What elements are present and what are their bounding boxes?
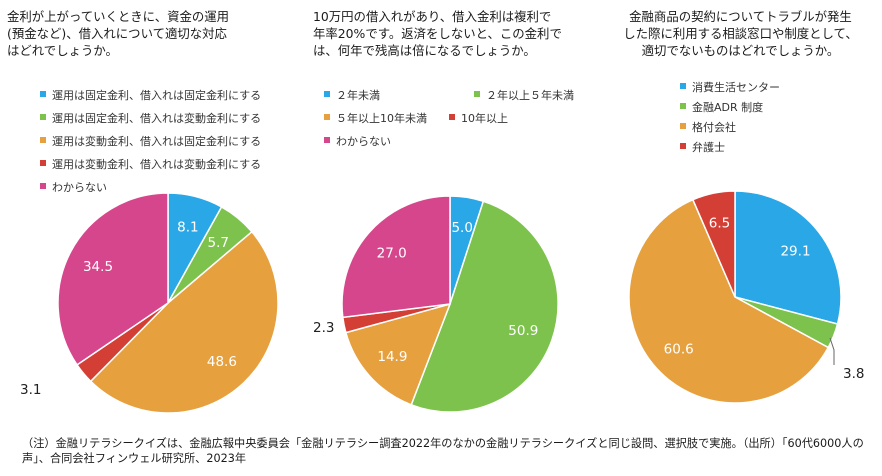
pie-slice xyxy=(344,302,452,406)
data-label: 5.7 xyxy=(208,235,229,251)
data-label: 14.9 xyxy=(377,349,407,365)
legend-swatch xyxy=(40,160,46,166)
legend-item: ２年未満 xyxy=(324,88,380,103)
legend-swatch xyxy=(680,103,686,109)
legend-item: 運用は固定金利、借入れは固定金利にする xyxy=(40,88,261,103)
pie-slice xyxy=(628,198,830,404)
legend-label: わからない xyxy=(336,135,391,148)
legend-swatch xyxy=(40,183,46,189)
pie-slice xyxy=(410,200,559,413)
legend-label: 消費生活センター xyxy=(692,81,780,94)
legend-item: 消費生活センター xyxy=(680,80,780,95)
pie-chart: 29.1 3.8 60.6 6.5 xyxy=(628,190,864,404)
legend-swatch xyxy=(324,114,330,120)
pie-chart: 8.1 5.7 48.6 3.1 34.5 xyxy=(20,192,279,414)
data-label: 27.0 xyxy=(377,246,407,262)
legend: 消費生活センター 金融ADR 制度 格付会社弁護士 xyxy=(680,80,870,154)
legend-swatch xyxy=(474,91,480,97)
legend-item: ５年以上10年未満 xyxy=(324,111,427,126)
chart-panel-rates: 金利が上がっていくときに、資金の運用 (預金など)、借入れについて適切な対応 は… xyxy=(0,0,300,430)
legend-swatch xyxy=(680,143,686,149)
legend-label: 金融ADR 制度 xyxy=(692,101,764,114)
legend-swatch xyxy=(324,137,330,143)
chart-title: 金融商品の契約についてトラブルが発生 した際に利用する相談窓口や制度として、 適… xyxy=(623,9,858,58)
legend-label: 運用は固定金利、借入れは固定金利にする xyxy=(52,89,262,102)
leader-line xyxy=(829,337,835,365)
pie-slice xyxy=(89,230,279,414)
legend-label: ５年以上10年未満 xyxy=(336,112,427,125)
legend-swatch xyxy=(40,137,46,143)
legend-swatch xyxy=(40,91,46,97)
legend-item: わからない xyxy=(324,134,391,149)
legend-item: 10年以上 xyxy=(449,111,508,126)
legend-label: 運用は変動金利、借入れは固定金利にする xyxy=(52,135,262,148)
legend-item: わからない xyxy=(40,180,107,195)
legend-item: 格付会社 xyxy=(680,120,736,135)
chart-title: 10万円の借入れがあり、借入金利は複利で 年率20%です。返済をしないと、この金… xyxy=(313,9,562,58)
data-label: 2.3 xyxy=(313,320,334,336)
legend-swatch xyxy=(680,123,686,129)
data-label: 6.5 xyxy=(709,215,730,231)
pie-slice xyxy=(341,195,451,319)
legend-item: 運用は変動金利、借入れは変動金利にする xyxy=(40,157,261,172)
legend-label: ２年未満 xyxy=(336,89,380,102)
data-label: 48.6 xyxy=(207,354,237,370)
data-label: 3.8 xyxy=(843,366,864,382)
legend-label: わからない xyxy=(52,181,107,194)
data-label: 8.1 xyxy=(177,219,198,235)
data-label: 50.9 xyxy=(508,323,538,339)
legend-label: 格付会社 xyxy=(692,121,736,134)
chart-panel-consultation: 金融商品の契約についてトラブルが発生 した際に利用する相談窓口や制度として、 適… xyxy=(595,0,882,430)
pie-slice xyxy=(691,190,736,298)
legend: ２年未満 ２年以上５年未満 ５年以上10年未満 10年以上わからない xyxy=(324,88,594,158)
pie-chart: 5.0 50.9 14.9 2.3 27.0 xyxy=(313,195,559,413)
chart-panel-doubling: 10万円の借入れがあり、借入金利は複利で 年率20%です。返済をしないと、この金… xyxy=(300,0,595,430)
legend-label: 弁護士 xyxy=(692,141,725,154)
legend-item: 金融ADR 制度 xyxy=(680,100,763,115)
data-label: 3.1 xyxy=(20,382,41,398)
legend-item: 運用は固定金利、借入れは変動金利にする xyxy=(40,111,261,126)
footnote: （注）金融リテラシークイズは、金融広報中央委員会「金融リテラシー調査2022年の… xyxy=(22,437,864,465)
legend-label: 10年以上 xyxy=(461,112,508,125)
data-label: 5.0 xyxy=(451,220,472,236)
pie-slice xyxy=(57,192,169,366)
legend-swatch xyxy=(449,114,455,120)
legend-item: ２年以上５年未満 xyxy=(474,88,574,103)
legend: 運用は固定金利、借入れは固定金利にする 運用は固定金利、借入れは変動金利にする 運用… xyxy=(40,88,300,198)
legend-swatch xyxy=(324,91,330,97)
data-label: 29.1 xyxy=(780,243,810,259)
legend-item: 運用は変動金利、借入れは固定金利にする xyxy=(40,134,261,149)
legend-label: ２年以上５年未満 xyxy=(486,89,574,102)
legend-label: 運用は固定金利、借入れは変動金利にする xyxy=(52,112,262,125)
data-label: 34.5 xyxy=(83,259,113,275)
legend-swatch xyxy=(40,114,46,120)
legend-item: 弁護士 xyxy=(680,140,725,155)
data-label: 60.6 xyxy=(664,342,694,358)
pie-slice xyxy=(734,190,842,325)
legend-label: 運用は変動金利、借入れは変動金利にする xyxy=(52,158,262,171)
chart-title: 金利が上がっていくときに、資金の運用 (預金など)、借入れについて適切な対応 は… xyxy=(7,9,230,58)
legend-swatch xyxy=(680,83,686,89)
